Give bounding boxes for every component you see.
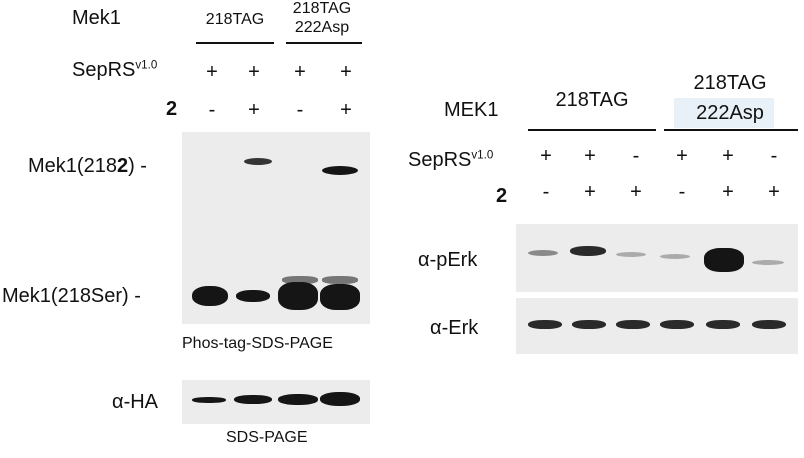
erk-gel: [516, 298, 798, 354]
right-seprs-sign-lane4: +: [676, 145, 688, 167]
left-construct-2-line1: 218TAG: [292, 0, 352, 17]
ha-band-lane3: [278, 394, 318, 405]
perk-label: α-pErk: [418, 249, 478, 271]
mek1-ser-band-lane2: [236, 290, 270, 302]
left-construct-2-bracket: [286, 42, 362, 44]
perk-band-lane3: [616, 252, 646, 257]
mek1-ser-band-lane1: [192, 286, 228, 306]
left-seprs-sign-lane1: +: [206, 61, 218, 83]
mek1-ser-upper-band-lane4: [322, 276, 358, 284]
erk-band-lane4: [660, 320, 694, 329]
right-protein-label: MEK1: [444, 99, 499, 121]
right-seprs-sign-lane2: +: [584, 145, 596, 167]
right-seprs-sign-lane6: -: [770, 145, 778, 167]
left-protein-label: Mek1: [72, 7, 121, 29]
right-compound-sign-lane5: +: [722, 181, 734, 203]
left-seprs-sign-lane4: +: [340, 61, 352, 83]
right-compound-sign-lane4: -: [678, 181, 686, 203]
right-compound-sign-lane1: -: [542, 181, 550, 203]
ha-band-lane2: [234, 395, 272, 404]
right-compound-sign-lane3: +: [630, 181, 642, 203]
perk-band-lane1: [528, 250, 558, 256]
left-compound-sign-lane3: -: [296, 99, 304, 121]
left-compound-sign-lane1: -: [208, 99, 216, 121]
right-construct-2-highlight: [674, 98, 774, 128]
right-compound-label: 2: [496, 185, 508, 207]
ha-band-lane1: [192, 397, 226, 403]
perk-band-lane5: [704, 248, 744, 272]
right-compound-sign-lane2: +: [584, 181, 596, 203]
left-compound-label: 2: [166, 98, 178, 120]
left-construct-1-bracket: [196, 42, 274, 44]
right-construct-1-bracket: [528, 129, 656, 131]
mek1-2-band-lane2: [244, 158, 272, 165]
erk-band-lane1: [528, 320, 562, 329]
erk-label: α-Erk: [430, 317, 479, 339]
mek1-ser-upper-band-lane3: [282, 276, 318, 284]
mek1-2-band-lane4: [322, 166, 358, 175]
left-compound-sign-lane4: +: [340, 99, 352, 121]
right-seprs-sign-lane1: +: [540, 145, 552, 167]
right-construct-2-bracket: [664, 129, 798, 131]
right-compound-sign-lane6: +: [768, 181, 780, 203]
ha-gel: [182, 380, 370, 424]
ha-band-lane4: [320, 392, 360, 406]
phos-tag-gel: [182, 132, 370, 324]
right-seprs-sign-lane5: +: [722, 145, 734, 167]
perk-band-lane6: [752, 260, 784, 265]
left-construct-1-label: 218TAG: [205, 11, 265, 28]
erk-band-lane3: [616, 320, 650, 329]
mek1-218ser-band-label: Mek1(218Ser) -: [2, 285, 141, 307]
left-seprs-sign-lane2: +: [248, 61, 260, 83]
perk-gel: [516, 224, 798, 292]
right-seprs-sign-lane3: -: [632, 145, 640, 167]
mek1-ser-band-lane4: [320, 284, 360, 310]
erk-band-lane6: [752, 320, 786, 329]
right-construct-2-line1: 218TAG: [693, 72, 767, 94]
right-seprs-label: SepRSv1.0: [408, 148, 494, 171]
erk-band-lane2: [572, 320, 606, 329]
left-seprs-sign-lane3: +: [294, 61, 306, 83]
left-compound-sign-lane2: +: [248, 99, 260, 121]
right-construct-1-label: 218TAG: [555, 89, 629, 111]
left-seprs-label: SepRSv1.0: [72, 58, 158, 81]
sds-page-caption: SDS-PAGE: [226, 429, 308, 446]
perk-band-lane2: [570, 246, 606, 256]
mek1-ser-band-lane3: [278, 282, 318, 310]
erk-band-lane5: [706, 320, 740, 329]
left-construct-2-line2: 222Asp: [294, 19, 350, 36]
phos-tag-caption: Phos-tag-SDS-PAGE: [182, 335, 333, 352]
perk-band-lane4: [660, 254, 690, 259]
ha-label: α-HA: [112, 391, 159, 413]
mek1-2-band-label: Mek1(2182) -: [28, 155, 147, 177]
right-construct-2-line2: 222Asp: [696, 102, 764, 124]
